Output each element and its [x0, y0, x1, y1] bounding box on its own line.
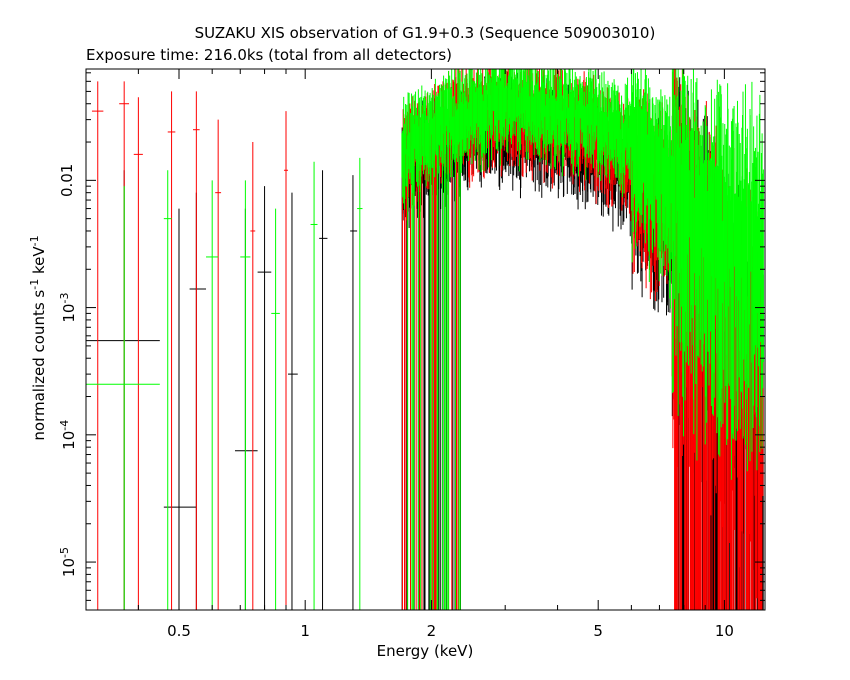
y-tick-label-base: 10 — [60, 558, 78, 577]
plot-frame — [85, 68, 766, 611]
chart-title: SUZAKU XIS observation of G1.9+0.3 (Sequ… — [195, 24, 656, 42]
x-tick-label: 0.5 — [167, 622, 191, 640]
x-tick-label: 1 — [300, 622, 310, 640]
axis-ticks — [85, 69, 765, 610]
x-tick-label: 2 — [427, 622, 437, 640]
x-tick-label: 10 — [715, 622, 734, 640]
y-tick-label-exp: -3 — [58, 293, 71, 304]
y-axis-label: normalized counts s-1 keV-1 — [28, 235, 48, 440]
series-xis3 — [401, 69, 764, 610]
y-tick-label-base: 10 — [60, 304, 78, 323]
y-tick-label-base: 10 — [60, 431, 78, 450]
x-tick-label: 5 — [593, 622, 603, 640]
y-tick-label: 10-5 — [58, 547, 78, 577]
y-tick-label: 10-3 — [58, 293, 78, 323]
x-axis-label: Energy (keV) — [377, 642, 474, 660]
chart-subtitle: Exposure time: 216.0ks (total from all d… — [86, 46, 452, 64]
data-layer — [86, 69, 764, 610]
low-energy-series-1 — [91, 81, 289, 610]
y-axis-label-main: normalized counts s — [30, 290, 48, 441]
y-axis-label-unit: keV — [30, 246, 48, 279]
y-tick-label: 10-4 — [58, 420, 78, 450]
y-axis-label-exp2: -1 — [28, 235, 41, 246]
low-energy-series-2 — [86, 157, 363, 610]
y-tick-label-exp: -5 — [58, 547, 71, 558]
y-tick-label: 0.01 — [58, 164, 76, 197]
y-tick-label-exp: -4 — [58, 420, 71, 431]
low-energy-series-0 — [86, 170, 358, 610]
y-axis-label-exp1: -1 — [28, 279, 41, 290]
y-tick-label-base: 0.01 — [58, 164, 76, 197]
